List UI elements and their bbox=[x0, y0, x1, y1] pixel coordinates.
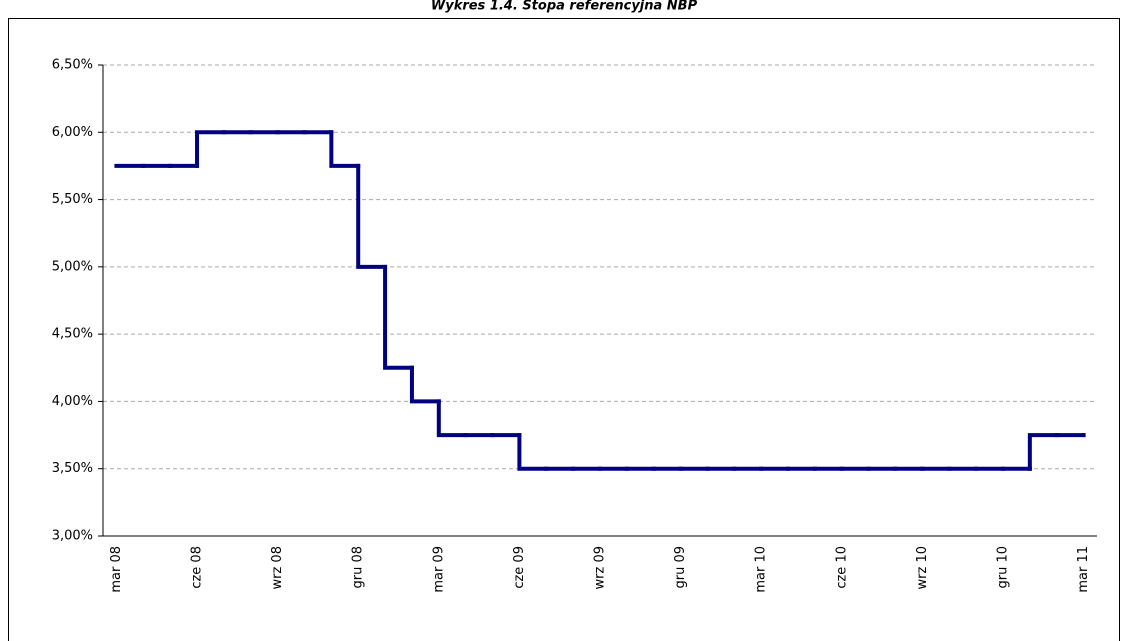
y-tick-label: 4,50% bbox=[52, 327, 93, 342]
step-segment bbox=[436, 399, 468, 438]
x-tick-label: mar 10 bbox=[754, 546, 769, 593]
x-tick-label: mar 11 bbox=[1076, 546, 1091, 593]
x-tick-label: gru 10 bbox=[995, 546, 1010, 589]
step-segment bbox=[409, 365, 441, 404]
chart-title: Wykres 1.4. Stopa referencyjna NBP bbox=[431, 0, 698, 14]
y-tick-label: 3,00% bbox=[52, 529, 93, 544]
chart-frame bbox=[8, 18, 1120, 641]
step-segment bbox=[195, 130, 226, 168]
x-tick-label: cze 09 bbox=[512, 546, 527, 589]
x-tick-label: wrz 10 bbox=[915, 546, 930, 589]
y-tick-label: 6,00% bbox=[52, 125, 93, 140]
y-tick-label: 3,50% bbox=[52, 461, 93, 476]
y-tick-label: 6,50% bbox=[52, 58, 93, 73]
x-tick-label: cze 10 bbox=[834, 546, 849, 589]
x-tick-label: wrz 09 bbox=[593, 546, 608, 589]
step-segment bbox=[329, 130, 361, 168]
y-tick-label: 5,50% bbox=[52, 192, 93, 207]
step-segment bbox=[1027, 433, 1059, 471]
y-tick-label: 5,00% bbox=[52, 259, 93, 274]
x-tick-label: mar 09 bbox=[431, 546, 446, 593]
x-tick-label: gru 09 bbox=[673, 546, 688, 589]
x-tick-label: gru 08 bbox=[351, 546, 366, 589]
step-segment bbox=[383, 264, 414, 370]
step-segment bbox=[356, 163, 388, 269]
y-tick-label: 4,00% bbox=[52, 394, 93, 409]
x-tick-label: mar 08 bbox=[109, 546, 124, 593]
x-tick-label: cze 08 bbox=[190, 546, 205, 589]
step-segment bbox=[517, 433, 549, 471]
x-tick-label: wrz 08 bbox=[270, 546, 285, 589]
